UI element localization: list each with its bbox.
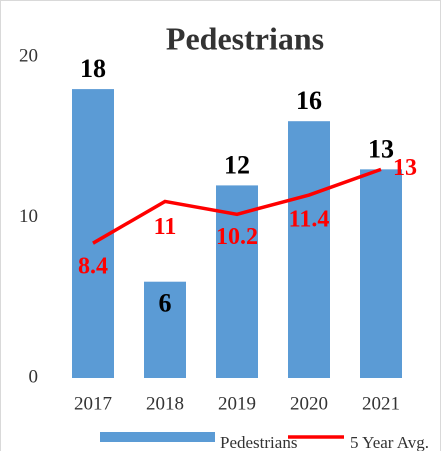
- y-tick-label: 0: [29, 366, 39, 387]
- x-tick-label: 2018: [146, 393, 184, 414]
- legend-label: Pedestrians: [220, 433, 297, 451]
- bar-label: 12: [224, 150, 250, 179]
- bar-label: 18: [80, 54, 106, 83]
- bar: [144, 281, 186, 378]
- line-label: 11.4: [289, 207, 330, 233]
- legend-swatch: [100, 432, 215, 442]
- line-label: 11: [154, 214, 177, 240]
- y-tick-label: 10: [19, 206, 38, 227]
- bar: [288, 121, 330, 378]
- bar-label: 6: [159, 289, 172, 318]
- y-tick-label: 20: [19, 45, 38, 66]
- bar: [360, 169, 402, 378]
- x-tick-label: 2020: [290, 393, 328, 414]
- line-label: 10.2: [216, 224, 258, 250]
- x-tick-label: 2021: [362, 393, 400, 414]
- bar-label: 13: [368, 134, 394, 163]
- line: [92, 167, 382, 245]
- bar-label: 16: [296, 86, 322, 115]
- legend-label: 5 Year Avg.: [350, 433, 429, 451]
- line-label: 13: [393, 155, 417, 181]
- x-tick-label: 2019: [218, 393, 256, 414]
- chart-title: Pedestrians: [166, 20, 324, 56]
- bar: [216, 185, 258, 378]
- line-label: 8.4: [78, 254, 108, 280]
- x-tick-label: 2017: [74, 393, 112, 414]
